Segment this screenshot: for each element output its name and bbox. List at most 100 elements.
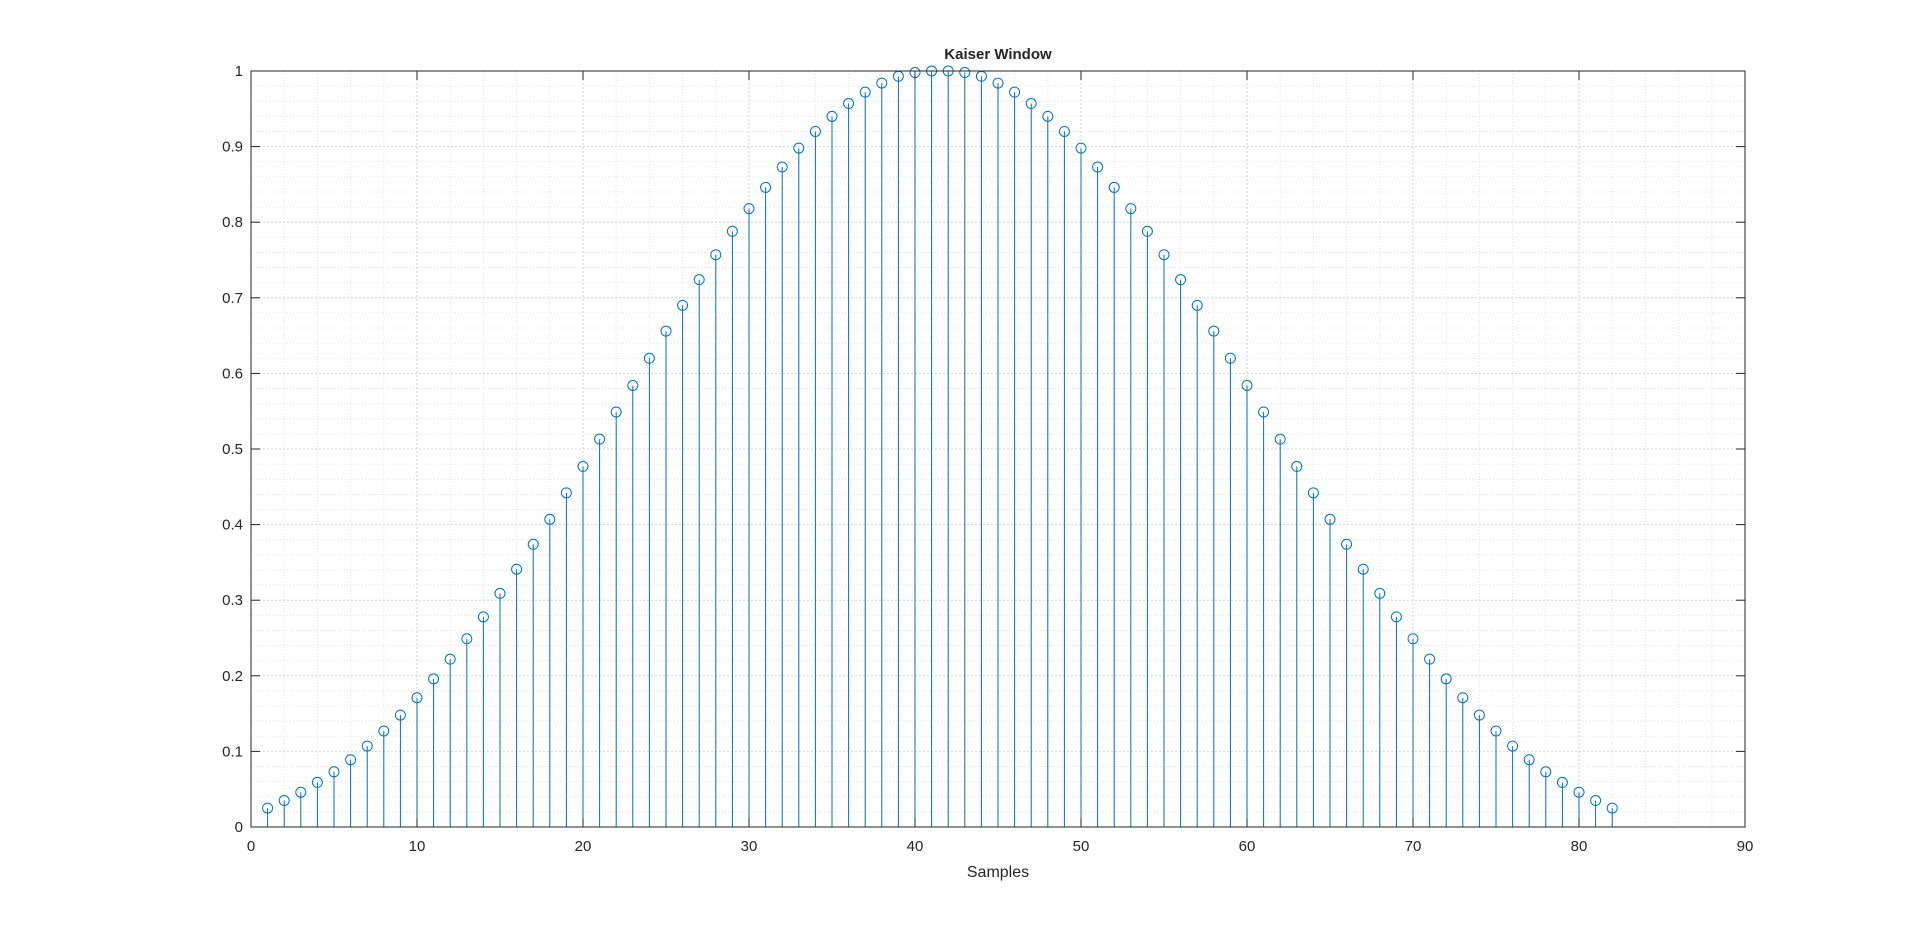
stem-marker: [1490, 725, 1502, 737]
stem-marker: [328, 766, 340, 778]
stem-marker: [262, 802, 274, 814]
stem-marker: [1075, 142, 1087, 154]
stem-marker: [1606, 802, 1618, 814]
x-tick-label: 60: [1239, 838, 1256, 855]
stem-marker: [1540, 766, 1552, 778]
y-tick-label: 0.4: [222, 517, 243, 534]
x-axis-label: Samples: [967, 864, 1029, 881]
stem-marker: [311, 776, 323, 788]
stem-marker: [1191, 299, 1203, 311]
stem-marker: [1357, 563, 1369, 575]
stem-marker: [428, 673, 440, 685]
stem-marker: [726, 225, 738, 237]
stem-marker: [1590, 795, 1602, 807]
x-tick-label: 50: [1073, 838, 1090, 855]
stem-marker: [577, 460, 589, 472]
stem-marker: [1573, 786, 1585, 798]
y-tick-label: 1: [235, 63, 243, 80]
axis-ticks: [250, 70, 1746, 828]
stem-marker: [444, 653, 456, 665]
stem-marker: [1208, 325, 1220, 337]
stem-marker: [278, 795, 290, 807]
stem-marker: [1092, 161, 1104, 173]
stem-marker: [1390, 611, 1402, 623]
x-tick-labels: 0 10 20 30 40 50 60 70 80 90: [247, 838, 1754, 855]
stem-marker: [959, 67, 971, 79]
stem-marker: [1141, 225, 1153, 237]
x-tick-label: 80: [1571, 838, 1588, 855]
stem-marker: [859, 86, 871, 98]
stem-marker: [1457, 692, 1469, 704]
stem-marker: [876, 77, 888, 89]
stem-marker: [1473, 709, 1485, 721]
stem-marker: [1307, 487, 1319, 499]
y-tick-label: 0.3: [222, 592, 243, 609]
y-tick-label: 0.9: [222, 139, 243, 156]
x-tick-label: 90: [1737, 838, 1754, 855]
stem-marker: [560, 487, 572, 499]
x-tick-label: 40: [907, 838, 924, 855]
stem-marker: [760, 181, 772, 193]
x-tick-label: 70: [1405, 838, 1422, 855]
stem-marker: [345, 754, 357, 766]
x-tick-label: 20: [575, 838, 592, 855]
stem-marker: [776, 161, 788, 173]
stem-marker: [693, 274, 705, 286]
stem-marker: [677, 299, 689, 311]
stem-marker: [461, 633, 473, 645]
stem-marker: [1291, 460, 1303, 472]
stem-marker: [594, 433, 606, 445]
stem-marker: [793, 142, 805, 154]
stem-marker: [1009, 86, 1021, 98]
x-tick-label: 10: [409, 838, 426, 855]
stem-marker: [378, 725, 390, 737]
stem-marker: [1507, 740, 1519, 752]
stem-marker: [1241, 379, 1253, 391]
stem-marker: [627, 379, 639, 391]
stem-marker: [1424, 653, 1436, 665]
stem-marker: [1175, 274, 1187, 286]
stem-marker: [1324, 513, 1336, 525]
stem-marker: [1374, 587, 1386, 599]
y-tick-label: 0.8: [222, 214, 243, 231]
stem-marker: [1407, 633, 1419, 645]
stem-marker: [1523, 754, 1535, 766]
stem-marker: [1341, 538, 1353, 550]
stem-marker: [1125, 203, 1137, 215]
stem-marker: [295, 786, 307, 798]
stem-marker: [1274, 433, 1286, 445]
stem-marker: [1224, 352, 1236, 364]
y-tick-label: 0: [235, 819, 243, 836]
stem-marker: [610, 406, 622, 418]
stem-marker: [394, 709, 406, 721]
stem-marker: [1058, 125, 1070, 137]
y-tick-label: 0.5: [222, 441, 243, 458]
stem-marker: [809, 125, 821, 137]
y-tick-label: 0.6: [222, 365, 243, 382]
stem-marker: [477, 611, 489, 623]
stem-marker: [643, 352, 655, 364]
stem-marker: [527, 538, 539, 550]
y-tick-labels: 0 0.1 0.2 0.3 0.4 0.5 0.6 0.7 0.8 0.9 1: [222, 63, 243, 836]
chart-title: Kaiser Window: [944, 46, 1052, 63]
stem-marker: [361, 740, 373, 752]
stem-marker: [1258, 406, 1270, 418]
y-tick-label: 0.7: [222, 290, 243, 307]
stem-marker: [1440, 673, 1452, 685]
y-tick-label: 0.1: [222, 743, 243, 760]
stem-marker: [743, 203, 755, 215]
stem-marker: [1042, 110, 1054, 122]
stem-marker: [710, 249, 722, 261]
x-tick-label: 30: [741, 838, 758, 855]
stem-marker: [843, 98, 855, 110]
stem-marker: [1556, 776, 1568, 788]
stem-series: [262, 65, 1618, 827]
stem-marker: [494, 587, 506, 599]
stem-marker: [511, 563, 523, 575]
x-tick-label: 0: [247, 838, 255, 855]
stem-marker: [411, 692, 423, 704]
stem-marker: [1025, 98, 1037, 110]
stem-marker: [544, 513, 556, 525]
stem-marker: [1158, 249, 1170, 261]
